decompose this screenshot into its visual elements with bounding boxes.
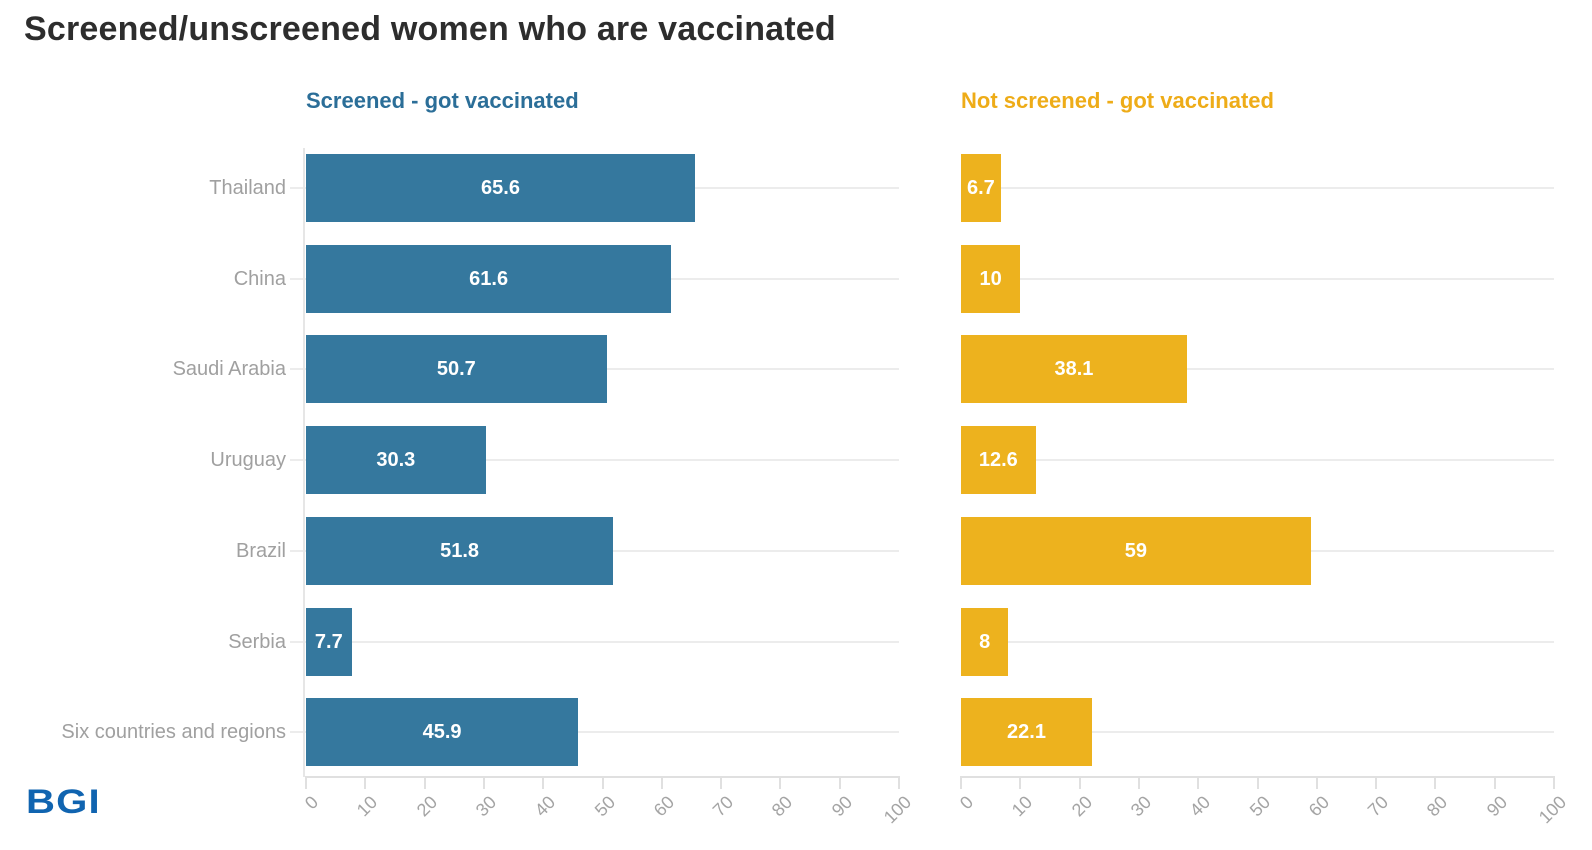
x-axis-tick <box>1553 777 1555 789</box>
bar <box>961 698 1093 767</box>
x-axis-tick <box>1434 777 1437 789</box>
x-axis-tick <box>960 777 962 789</box>
bar-value-label: 12.6 <box>978 449 1018 472</box>
bar <box>961 426 1036 495</box>
subtitle-not-screened: Not screened - got vaccinated <box>961 88 1274 113</box>
row-gridline <box>961 187 1554 189</box>
x-tick-label: 70 <box>1363 792 1393 821</box>
category-label: Brazil <box>235 539 286 562</box>
bar-value-label: 50.7 <box>436 358 476 381</box>
bar <box>961 335 1187 404</box>
bar <box>306 335 607 404</box>
x-tick-label: 90 <box>1482 792 1511 821</box>
row-gridline <box>290 640 899 643</box>
x-axis-tick <box>364 777 367 789</box>
row-gridline <box>961 277 1554 280</box>
x-axis-tick <box>1019 777 1022 789</box>
x-axis-tick <box>482 777 485 789</box>
bar <box>306 154 695 222</box>
category-label: Serbia <box>228 630 286 653</box>
x-axis-tick <box>423 777 426 789</box>
bar <box>961 516 1311 585</box>
row-gridline <box>290 459 899 462</box>
x-axis-tick <box>1256 777 1259 789</box>
bar-value-label: 61.6 <box>469 267 509 290</box>
bar <box>306 698 579 767</box>
subtitle-screened: Screened - got vaccinated <box>306 88 579 113</box>
bar <box>961 607 1009 676</box>
x-axis-tick <box>305 777 307 789</box>
x-tick-label: 80 <box>1423 792 1452 821</box>
row-gridline <box>961 368 1554 371</box>
x-tick-label: 40 <box>1186 792 1215 821</box>
row-gridline <box>290 731 899 734</box>
x-axis-tick <box>601 777 604 789</box>
bar-value-label: 7.7 <box>314 630 343 653</box>
x-axis-tick <box>1197 777 1200 789</box>
zero-axis-line <box>303 148 305 777</box>
category-label: Uruguay <box>210 449 286 472</box>
bar-value-label: 30.3 <box>376 449 416 472</box>
x-axis-tick <box>898 777 900 789</box>
x-tick-label: 60 <box>1304 792 1333 821</box>
x-axis-tick <box>1493 777 1496 789</box>
row-gridline <box>961 459 1554 462</box>
x-tick-label: 20 <box>1067 792 1096 821</box>
category-label: Six countries and regions <box>61 721 286 744</box>
bgi-logo: BGI <box>26 783 101 821</box>
x-axis-tick <box>1375 777 1378 789</box>
bar-value-label: 65.6 <box>481 177 520 199</box>
bar <box>961 154 1001 222</box>
x-axis-tick <box>542 777 545 789</box>
bar <box>306 516 614 585</box>
bar <box>306 244 672 313</box>
category-label: Thailand <box>209 177 286 199</box>
category-label: Saudi Arabia <box>172 358 286 381</box>
bar-value-label: 6.7 <box>966 177 995 199</box>
bar-value-label: 51.8 <box>440 539 480 562</box>
bar-value-label: 8 <box>979 630 991 653</box>
x-axis-tick <box>720 777 723 789</box>
bar <box>306 607 352 676</box>
x-axis-tick <box>1315 777 1318 789</box>
category-label: China <box>233 267 286 290</box>
x-axis-tick <box>838 777 841 789</box>
bar-value-label: 45.9 <box>422 721 462 744</box>
row-gridline <box>961 731 1554 734</box>
x-tick-label: 50 <box>1245 792 1274 821</box>
x-tick-label: 0 <box>955 792 978 814</box>
x-axis-tick <box>1078 777 1081 789</box>
bar <box>306 426 486 495</box>
x-axis-tick <box>1137 777 1140 789</box>
bar-value-label: 22.1 <box>1007 721 1046 744</box>
bar-value-label: 38.1 <box>1054 358 1094 381</box>
x-tick-label: 100 <box>1534 792 1571 828</box>
page-title: Screened/unscreened women who are vaccin… <box>24 10 836 48</box>
x-axis-tick <box>779 777 782 789</box>
x-tick-label: 10 <box>1008 792 1037 821</box>
x-tick-label: 30 <box>1126 792 1156 821</box>
bar <box>961 244 1021 313</box>
bar-value-label: 59 <box>1124 539 1148 562</box>
x-axis-tick <box>660 777 663 789</box>
row-gridline <box>961 640 1554 643</box>
bar-value-label: 10 <box>979 267 1002 290</box>
